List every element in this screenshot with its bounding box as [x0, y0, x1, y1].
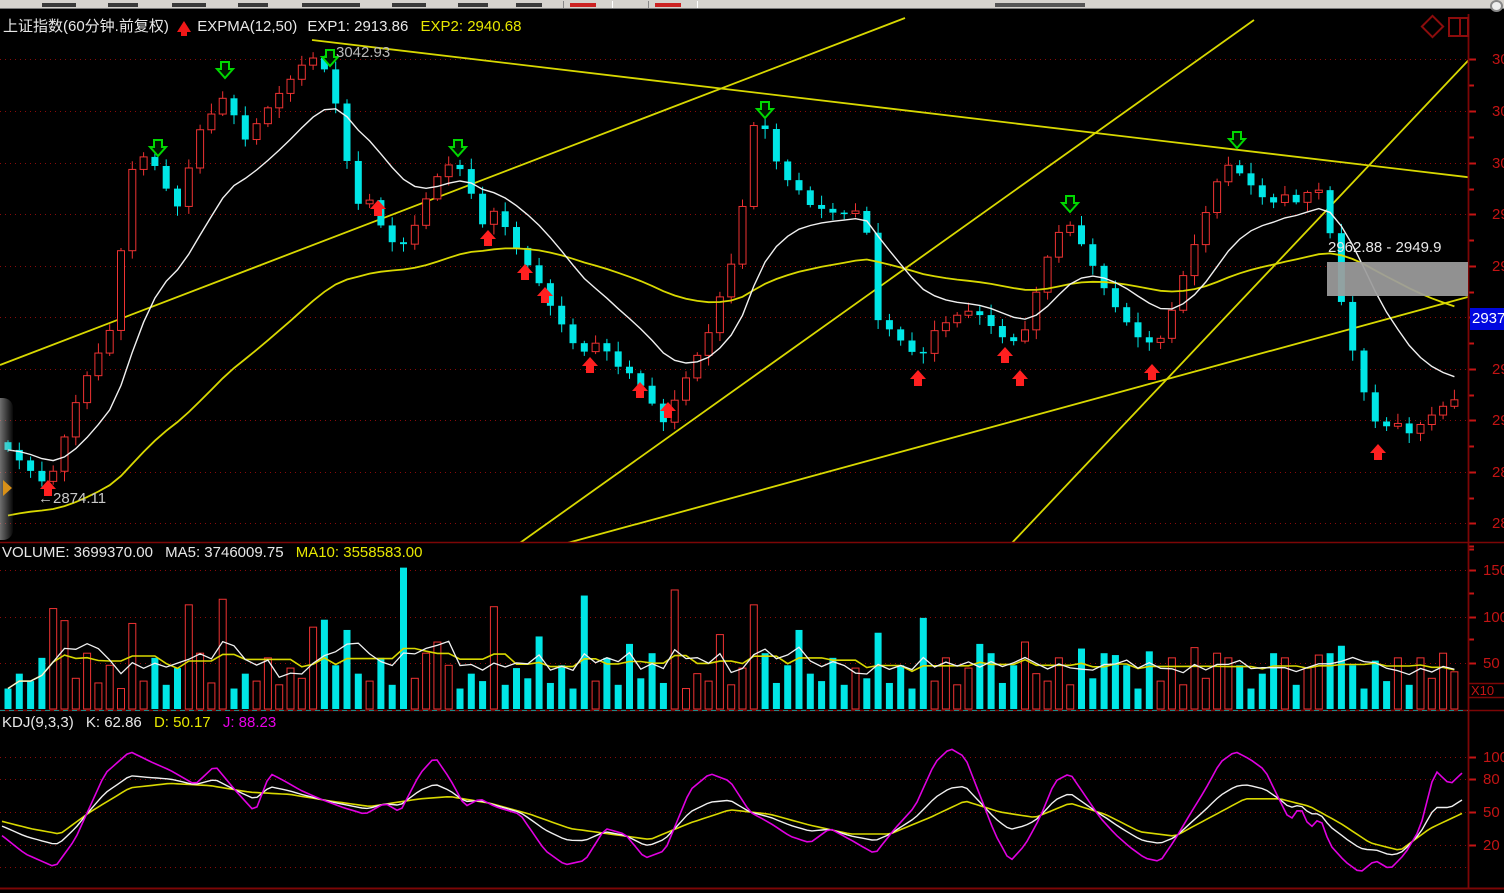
menu-item-remnant[interactable] [995, 3, 1085, 7]
volume-ma10-value: MA10: 3558583.00 [295, 544, 423, 561]
volume-ma5-value: MA5: 3746009.75 [165, 544, 284, 561]
svg-text:3000: 3000 [1492, 155, 1504, 172]
kdj-k-value: K: 62.86 [85, 714, 142, 731]
volume-pane-layer [4, 567, 1459, 710]
menu-item-remnant[interactable] [42, 3, 76, 7]
kdj-header: KDJ(9,3,3) K: 62.86 D: 50.17 J: 88.23 [2, 714, 276, 731]
high-price-annotation: 3042.93 [336, 44, 391, 61]
svg-text:100: 100 [1483, 749, 1504, 766]
volume-value: VOLUME: 3699370.00 [2, 544, 153, 561]
menu-item-remnant[interactable] [458, 3, 488, 7]
svg-text:2960: 2960 [1492, 258, 1504, 275]
svg-text:50: 50 [1483, 804, 1500, 821]
kdj-pane-layer [1, 748, 1463, 872]
svg-text:2920: 2920 [1492, 361, 1504, 378]
svg-text:2880: 2880 [1492, 464, 1504, 481]
svg-text:80: 80 [1483, 771, 1500, 788]
magnifier-icon[interactable] [1490, 0, 1503, 12]
menu-bar-clipped[interactable] [0, 0, 1504, 12]
low-price-annotation: ←2874.11 [38, 490, 107, 507]
menu-item-remnant[interactable] [302, 3, 360, 7]
gap-range-annotation: 2962.88 - 2949.9 [1328, 239, 1442, 256]
menu-red-button[interactable] [563, 1, 613, 8]
menu-item-remnant[interactable] [238, 3, 268, 7]
svg-text:20: 20 [1483, 837, 1500, 854]
kdj-j-value: J: 88.23 [222, 714, 277, 731]
volume-multiplier-label: X10 [1471, 683, 1495, 698]
menu-item-remnant[interactable] [172, 3, 206, 7]
kdj-params: KDJ(9,3,3) [2, 714, 74, 731]
svg-text:50: 50 [1483, 655, 1500, 672]
menu-item-remnant[interactable] [108, 3, 138, 7]
left-panel-handle[interactable] [0, 398, 13, 540]
main-pane-layer [0, 17, 1468, 542]
menu-item-remnant[interactable] [392, 3, 426, 7]
svg-text:100: 100 [1483, 609, 1504, 626]
exp1-value: EXP1: 2913.86 [307, 18, 409, 35]
svg-text:3040: 3040 [1492, 51, 1504, 68]
split-window-icon[interactable] [1448, 17, 1469, 37]
menu-item-remnant[interactable] [516, 3, 542, 7]
svg-text:150: 150 [1483, 562, 1504, 579]
volume-header: VOLUME: 3699370.00 MA5: 3746009.75 MA10:… [2, 544, 423, 561]
svg-text:2860: 2860 [1492, 515, 1504, 532]
gap-highlight-box [1327, 262, 1468, 296]
symbol-title: 上证指数(60分钟.前复权) [3, 18, 169, 35]
kdj-d-value: D: 50.17 [153, 714, 211, 731]
exp2-value: EXP2: 2940.68 [420, 18, 522, 35]
current-price-tag: 2937 [1470, 308, 1504, 330]
menu-red-button[interactable] [648, 1, 698, 8]
indicator-label: EXPMA(12,50) [197, 18, 298, 35]
svg-text:2980: 2980 [1492, 206, 1504, 223]
expand-panel-arrow-icon[interactable] [3, 480, 12, 496]
expma-up-arrow-icon [177, 21, 192, 36]
chart-title: 上证指数(60分钟.前复权) EXPMA(12,50) EXP1: 2913.8… [3, 15, 521, 36]
svg-text:3020: 3020 [1492, 103, 1504, 120]
svg-text:2900: 2900 [1492, 412, 1504, 429]
